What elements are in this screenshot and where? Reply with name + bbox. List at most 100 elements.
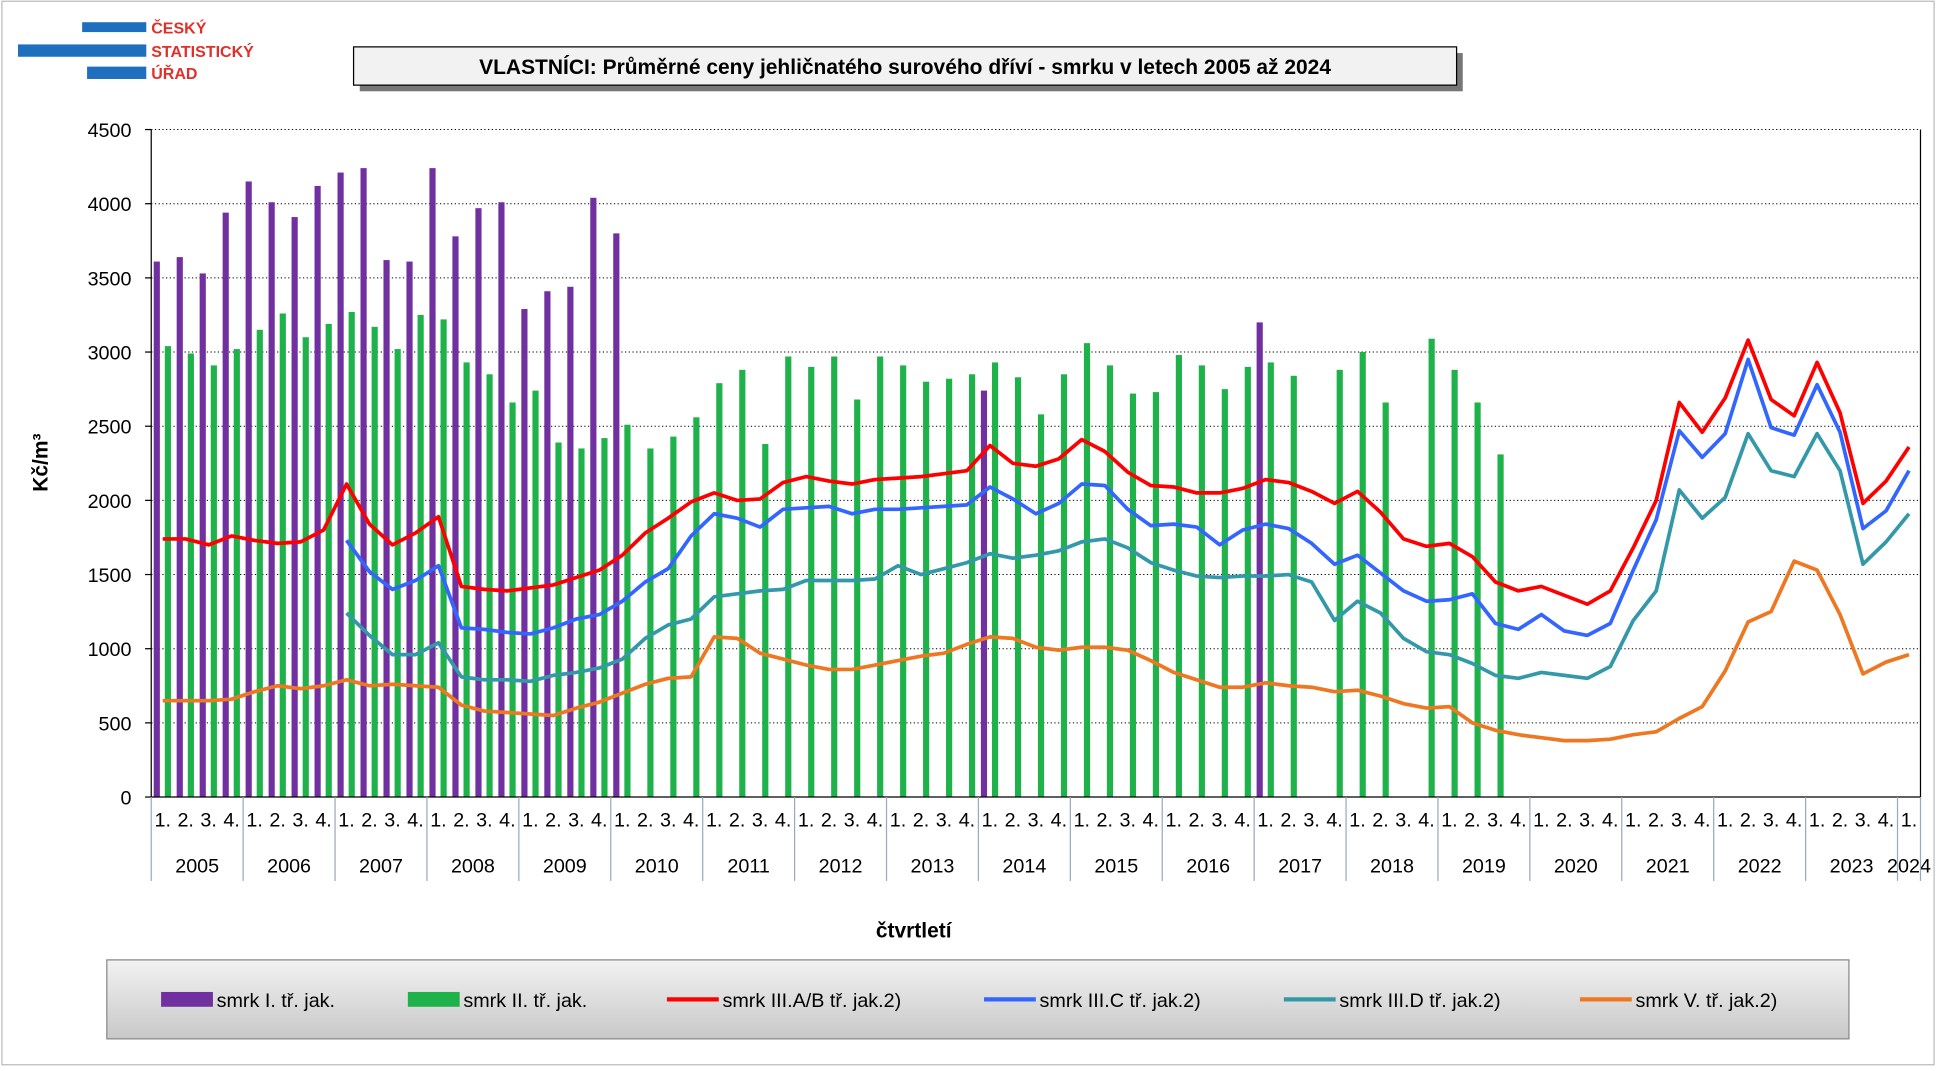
- bar: [1336, 369, 1343, 798]
- logo-text: ČESKÝ: [151, 18, 206, 37]
- bar: [624, 424, 631, 798]
- year-label: 2013: [911, 855, 955, 877]
- x-tick-label: 2.: [913, 810, 929, 832]
- x-tick-label: 3.: [1211, 810, 1227, 832]
- x-tick-label: 1.: [1257, 810, 1273, 832]
- bar: [693, 417, 700, 798]
- bar: [302, 337, 309, 798]
- y-axis-label: Kč/m³: [30, 434, 53, 492]
- x-tick-label: 4.: [683, 810, 699, 832]
- year-label: 2012: [819, 855, 863, 877]
- bar: [567, 286, 574, 798]
- legend-swatch: [161, 991, 213, 1007]
- x-tick-label: 1.: [430, 810, 446, 832]
- x-tick-label: 4.: [1326, 810, 1342, 832]
- x-tick-label: 1.: [798, 810, 814, 832]
- y-tick-label: 500: [99, 713, 132, 735]
- bar: [923, 381, 930, 798]
- x-tick-label: 4.: [1234, 810, 1250, 832]
- bar: [670, 436, 677, 798]
- bar: [210, 365, 217, 798]
- x-tick-label: 3.: [1855, 810, 1871, 832]
- x-tick-label: 4.: [775, 810, 791, 832]
- year-label: 2006: [267, 855, 311, 877]
- x-tick-label: 1.: [1441, 810, 1457, 832]
- year-label: 2024: [1887, 855, 1931, 877]
- bar: [831, 356, 838, 798]
- x-tick-label: 2.: [1464, 810, 1480, 832]
- x-tick-label: 1.: [1165, 810, 1181, 832]
- x-tick-label: 3.: [752, 810, 768, 832]
- x-tick-label: 3.: [384, 810, 400, 832]
- year-label: 2017: [1278, 855, 1322, 877]
- x-tick-label: 1.: [246, 810, 262, 832]
- x-tick-label: 4.: [591, 810, 607, 832]
- y-tick-label: 3500: [88, 268, 132, 290]
- x-tick-label: 2.: [1556, 810, 1572, 832]
- x-tick-label: 3.: [1579, 810, 1595, 832]
- bar: [601, 438, 608, 798]
- x-tick-label: 4.: [1418, 810, 1434, 832]
- x-tick-label: 3.: [1120, 810, 1136, 832]
- bar: [1014, 377, 1022, 798]
- line: [162, 338, 1911, 607]
- x-tick-label: 3.: [1028, 810, 1044, 832]
- logo-bar: [87, 66, 147, 79]
- bar: [164, 346, 171, 798]
- bar: [348, 311, 355, 798]
- x-tick-label: 4.: [407, 810, 423, 832]
- y-tick-label: 1000: [88, 639, 132, 661]
- y-tick-label: 0: [121, 787, 132, 809]
- x-tick-label: 3.: [844, 810, 860, 832]
- y-tick-label: 4000: [88, 194, 132, 216]
- year-label: 2009: [543, 855, 587, 877]
- bar: [199, 273, 206, 798]
- bar: [1290, 375, 1297, 798]
- line: [345, 431, 1911, 684]
- bar: [946, 378, 953, 798]
- bar: [1221, 389, 1228, 798]
- x-tick-label: 1.: [706, 810, 722, 832]
- year-label: 2023: [1830, 855, 1874, 877]
- year-label: 2015: [1094, 855, 1138, 877]
- bar: [1267, 362, 1274, 798]
- year-label: 2016: [1186, 855, 1230, 877]
- x-tick-label: 2.: [1740, 810, 1756, 832]
- x-tick-label: 1.: [1074, 810, 1090, 832]
- bar: [1359, 352, 1366, 798]
- bar: [1198, 365, 1205, 798]
- x-tick-label: 2.: [1097, 810, 1113, 832]
- bar: [1060, 374, 1068, 798]
- bar: [383, 260, 390, 798]
- year-label: 2021: [1646, 855, 1690, 877]
- x-tick-label: 4.: [867, 810, 883, 832]
- x-tick-label: 4.: [1510, 810, 1526, 832]
- bar: [521, 309, 528, 798]
- year-label: 2007: [359, 855, 403, 877]
- x-tick-label: 1.: [982, 810, 998, 832]
- legend-label: smrk II. tř. jak.: [463, 990, 587, 1012]
- x-tick-label: 4.: [1878, 810, 1894, 832]
- x-tick-label: 2.: [821, 810, 837, 832]
- logo-bar: [17, 44, 147, 57]
- x-tick-label: 3.: [568, 810, 584, 832]
- x-tick-label: 3.: [660, 810, 676, 832]
- x-tick-label: 2.: [1280, 810, 1296, 832]
- x-tick-label: 3.: [1303, 810, 1319, 832]
- x-tick-label: 3.: [1395, 810, 1411, 832]
- line: [162, 559, 1910, 743]
- x-tick-label: 2.: [1648, 810, 1664, 832]
- bar: [1152, 392, 1159, 798]
- x-tick-label: 4.: [1143, 810, 1159, 832]
- y-tick-label: 1500: [88, 565, 132, 587]
- bar: [1451, 369, 1458, 798]
- x-tick-label: 2.: [729, 810, 745, 832]
- x-tick-label: 4.: [1602, 810, 1618, 832]
- bar: [245, 181, 252, 798]
- bar: [394, 349, 401, 798]
- legend-label: smrk V. tř. jak.2): [1635, 990, 1777, 1012]
- x-tick-label: 3.: [1671, 810, 1687, 832]
- bar: [1428, 338, 1435, 798]
